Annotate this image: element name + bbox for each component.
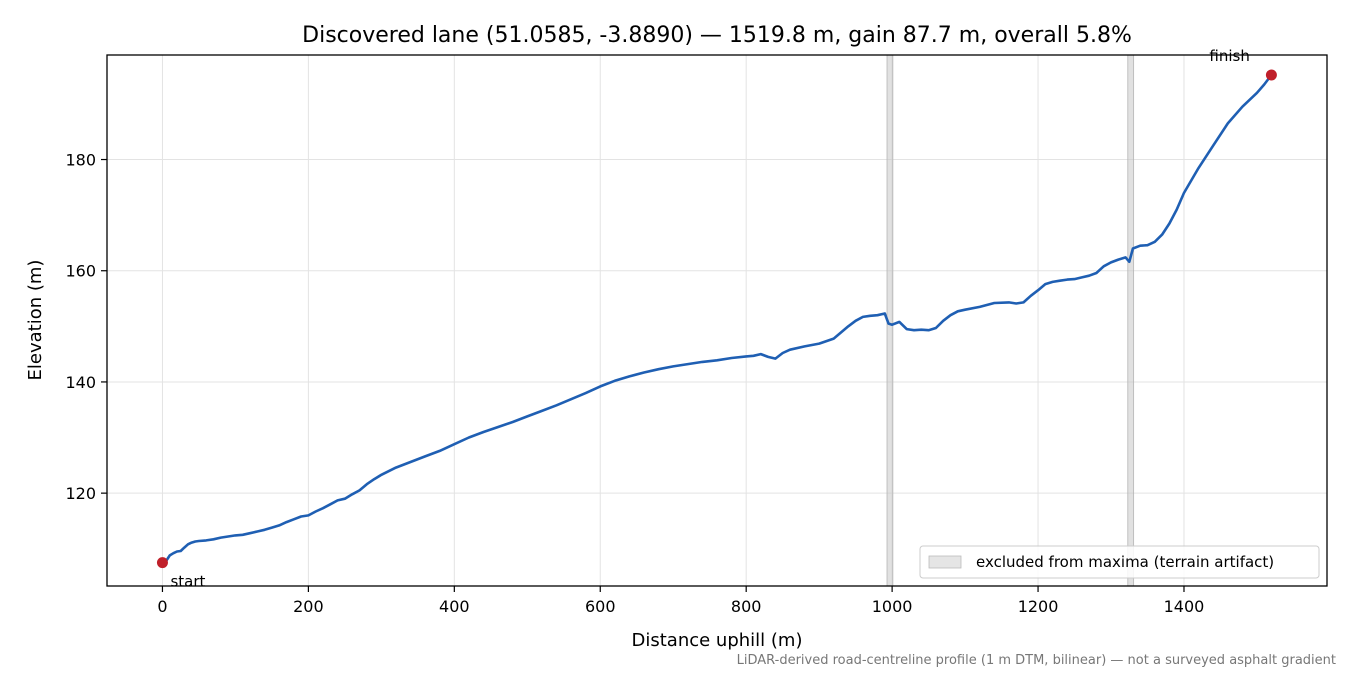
endpoint-markers: start finish — [156, 47, 1277, 591]
y-axis-label: Elevation (m) — [25, 260, 46, 381]
finish-marker — [1265, 69, 1277, 81]
excluded-band — [1127, 54, 1135, 587]
x-axis-label: Distance uphill (m) — [632, 630, 803, 651]
x-tick-label: 1000 — [872, 597, 913, 616]
start-annotation: start — [170, 573, 205, 591]
profile-line-layer — [161, 73, 1273, 564]
y-tick-label: 120 — [65, 484, 96, 503]
x-tick-label: 1200 — [1018, 597, 1059, 616]
y-tick-label: 180 — [65, 151, 96, 170]
excluded-bands — [886, 54, 1135, 587]
x-tick-label: 800 — [731, 597, 762, 616]
finish-annotation: finish — [1209, 47, 1249, 65]
elevation-profile-line — [161, 73, 1273, 564]
legend: excluded from maxima (terrain artifact) — [919, 545, 1320, 579]
legend-box — [919, 545, 1320, 579]
x-tick-label: 1400 — [1164, 597, 1205, 616]
y-tick-label: 160 — [65, 262, 96, 281]
axis-ticks: 0 200 400 600 800 1000 1200 1400 120 140 160 180 — [65, 151, 1204, 616]
x-tick-label: 200 — [293, 597, 324, 616]
chart-title: Discovered lane (51.0585, -3.8890) — 151… — [302, 23, 1132, 48]
x-tick-label: 600 — [585, 597, 616, 616]
y-tick-label: 140 — [65, 373, 96, 392]
footnote: LiDAR-derived road-centreline profile (1… — [737, 653, 1336, 668]
grid-lines — [107, 55, 1327, 586]
legend-label: excluded from maxima (terrain artifact) — [976, 553, 1274, 571]
start-marker — [156, 557, 168, 569]
plot-frame — [106, 54, 1328, 587]
x-tick-label: 0 — [157, 597, 167, 616]
x-tick-label: 400 — [439, 597, 470, 616]
legend-swatch — [928, 555, 962, 569]
